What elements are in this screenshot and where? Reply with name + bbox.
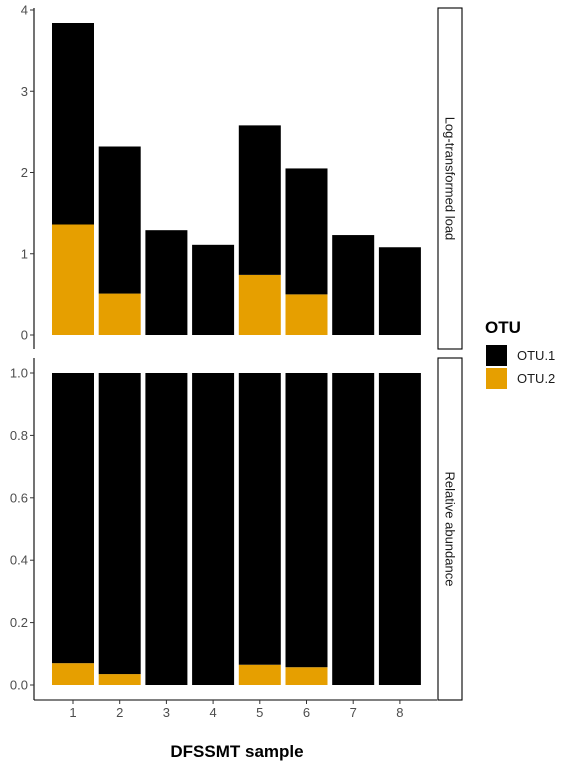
x-tick-label: 2: [116, 705, 123, 720]
panel-1: 0 1 2 3 4 Log-transformed load: [21, 3, 463, 350]
legend-swatch-otu2: [486, 368, 507, 389]
y-tick-label: 0: [21, 328, 28, 343]
y-tick-label: 2: [21, 165, 28, 180]
x-tick-label: 5: [256, 705, 263, 720]
legend: OTU OTU.1 OTU.2: [485, 318, 555, 389]
bar-otu1-sample-3: [145, 230, 188, 335]
bar-otu1-sample-1: [52, 23, 94, 225]
bar-otu2-sample-2: [98, 674, 141, 685]
x-tick-label: 4: [209, 705, 216, 720]
legend-swatch-otu1: [486, 345, 507, 366]
y-tick-label: 0.8: [10, 428, 28, 443]
facet-strip-panel-2: [437, 357, 463, 701]
bar-otu1-sample-2: [98, 146, 141, 294]
bar-otu2-sample-1: [52, 224, 94, 335]
facet-strip-label: Relative abundance: [443, 472, 458, 587]
y-tick-label: 4: [21, 3, 28, 18]
x-axis: 1 2 3 4 5 6 7 8: [34, 699, 437, 720]
bar-otu2-sample-2: [98, 293, 141, 335]
y-tick-label: 0.4: [10, 553, 28, 568]
panel-2: 0.0 0.2 0.4 0.6 0.8 1.0 Relative abundance: [10, 357, 463, 701]
bar-otu1-sample-2: [98, 373, 141, 675]
bar-otu1-sample-4: [192, 373, 235, 685]
bar-otu1-sample-6: [285, 373, 328, 668]
bar-otu1-sample-3: [145, 373, 188, 685]
legend-label: OTU.1: [517, 348, 555, 363]
y-tick-label: 0.6: [10, 490, 28, 505]
facet-strip-panel-1: [437, 7, 463, 350]
x-tick-label: 8: [396, 705, 403, 720]
facet-strip-label: Log-transformed load: [443, 117, 458, 241]
y-tick-label: 3: [21, 84, 28, 99]
x-tick-label: 3: [163, 705, 170, 720]
bar-otu2-sample-6: [285, 667, 328, 685]
bar-otu1-sample-6: [285, 168, 328, 295]
y-tick-label: 1.0: [10, 366, 28, 381]
x-tick-label: 1: [69, 705, 76, 720]
bar-otu2-sample-5: [238, 664, 281, 685]
bar-otu1-sample-1: [52, 373, 94, 664]
y-tick-label: 1: [21, 246, 28, 261]
chart-panels: 0 1 2 3 4 Log-transformed load 0.0 0.2 0.4 0.6 0.8…: [10, 3, 463, 701]
bar-otu1-sample-8: [378, 247, 421, 335]
y-tick-label: 0.0: [10, 678, 28, 693]
bar-otu1-sample-5: [238, 125, 281, 275]
bar-otu1-sample-7: [332, 373, 375, 685]
x-axis-title: DFSSMT sample: [170, 742, 303, 761]
bar-otu1-sample-5: [238, 373, 281, 665]
bar-otu1-sample-4: [192, 244, 235, 335]
bar-otu2-sample-6: [285, 294, 328, 335]
x-tick-label: 6: [303, 705, 310, 720]
bar-otu1-sample-8: [378, 373, 421, 685]
bar-otu1-sample-7: [332, 235, 375, 335]
legend-title: OTU: [485, 318, 521, 337]
bar-otu2-sample-5: [238, 274, 281, 335]
y-tick-label: 0.2: [10, 615, 28, 630]
legend-label: OTU.2: [517, 371, 555, 386]
bar-otu2-sample-1: [52, 663, 94, 685]
x-tick-label: 7: [350, 705, 357, 720]
